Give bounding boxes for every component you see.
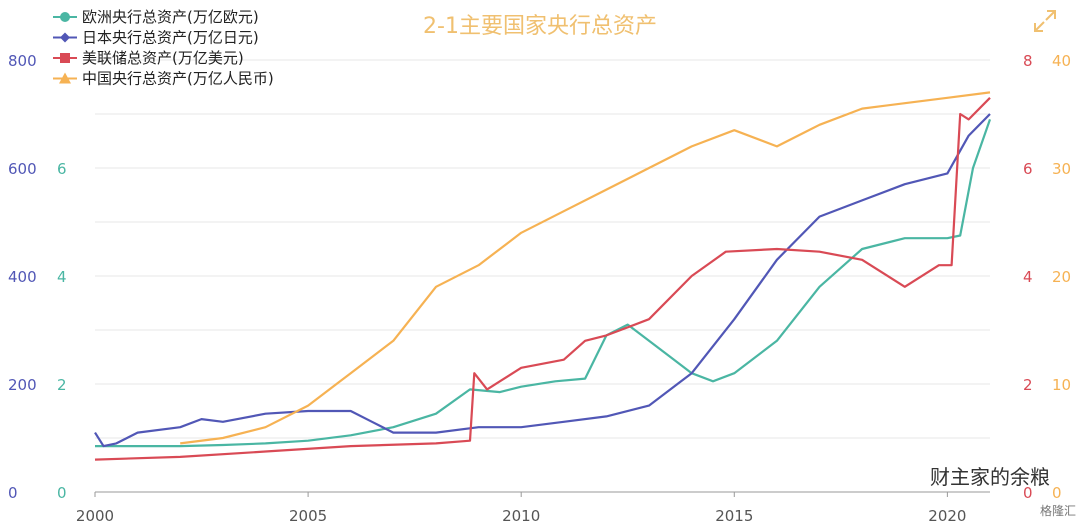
y-left-ecb-tick: 4 <box>57 268 67 286</box>
x-tick-label: 2000 <box>76 507 114 525</box>
legend-marker-square <box>60 53 70 63</box>
x-tick-label: 2020 <box>928 507 966 525</box>
legend-marker-triangle <box>59 72 71 84</box>
legend-item-boj[interactable]: 日本央行总资产(万亿日元) <box>53 29 259 47</box>
series-line-boj[interactable] <box>94 113 991 448</box>
watermark-text: 财主家的余粮 <box>930 465 1050 489</box>
y-left-ecb-tick: 6 <box>57 160 67 178</box>
axis-labels: 2000 2005 2010 2015 202002004006008000246024… <box>8 52 1071 525</box>
y-right-fed-tick: 0 <box>1023 484 1033 502</box>
legend-label: 美联储总资产(万亿美元) <box>82 49 244 67</box>
y-left-boj-tick: 200 <box>8 376 37 394</box>
watermark-corner: 格隆汇 <box>1039 504 1076 518</box>
legend-marker-diamond <box>60 32 70 43</box>
legend-label: 中国央行总资产(万亿人民币) <box>82 70 274 88</box>
y-right-pboc-tick: 20 <box>1052 268 1071 286</box>
grid <box>95 59 990 493</box>
legend-marker-circle <box>60 12 70 22</box>
x-tick-label: 2015 <box>715 507 753 525</box>
y-right-pboc-tick: 40 <box>1052 52 1071 70</box>
y-right-fed-tick: 4 <box>1023 268 1033 286</box>
y-right-fed-tick: 2 <box>1023 376 1033 394</box>
y-right-pboc-tick: 0 <box>1052 484 1062 502</box>
y-right-fed-tick: 6 <box>1023 160 1033 178</box>
y-left-boj-tick: 400 <box>8 268 37 286</box>
y-left-boj-tick: 800 <box>8 52 37 70</box>
series-group <box>94 91 992 461</box>
legend-item-ecb[interactable]: 欧洲央行总资产(万亿欧元) <box>53 8 259 26</box>
series-line-pboc[interactable] <box>180 91 991 445</box>
x-tick-label: 2010 <box>502 507 540 525</box>
y-left-boj-tick: 0 <box>8 484 18 502</box>
chart-title: 2-1主要国家央行总资产 <box>423 14 657 39</box>
y-right-pboc-tick: 30 <box>1052 160 1071 178</box>
y-left-ecb-tick: 0 <box>57 484 67 502</box>
y-left-ecb-tick: 2 <box>57 376 67 394</box>
legend-label: 欧洲央行总资产(万亿欧元) <box>82 8 259 26</box>
legend-item-fed[interactable]: 美联储总资产(万亿美元) <box>53 49 244 67</box>
legend-label: 日本央行总资产(万亿日元) <box>82 29 259 47</box>
y-left-boj-tick: 600 <box>8 160 37 178</box>
legend-item-pboc[interactable]: 中国央行总资产(万亿人民币) <box>53 70 274 88</box>
x-tick-label: 2005 <box>289 507 327 525</box>
y-right-pboc-tick: 10 <box>1052 376 1071 394</box>
y-right-fed-tick: 8 <box>1023 52 1033 70</box>
legend[interactable]: 欧洲央行总资产(万亿欧元) 日本央行总资产(万亿日元) 美联储总资产(万亿美元) 中国… <box>53 8 274 88</box>
expand-icon[interactable] <box>1032 8 1058 34</box>
series-line-fed[interactable] <box>94 97 991 461</box>
